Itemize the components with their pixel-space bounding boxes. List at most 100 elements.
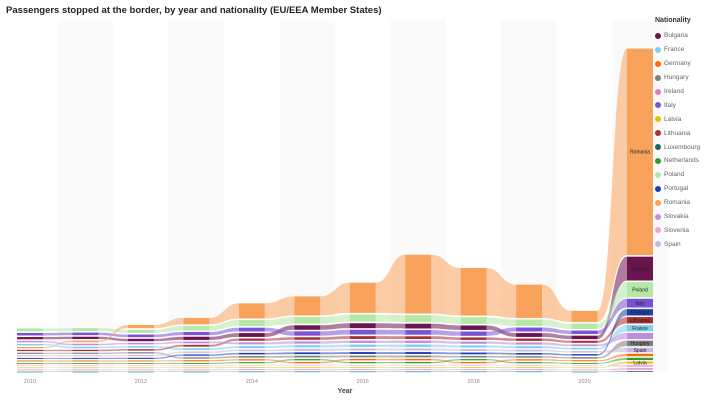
bar-spain-2010[interactable] <box>17 355 43 357</box>
legend-item-poland[interactable]: Poland <box>655 168 719 182</box>
bar-bulgaria-2016[interactable] <box>349 323 376 329</box>
bar-luxembourg-2012[interactable] <box>127 371 154 373</box>
bar-portugal-2015[interactable] <box>294 352 321 355</box>
bar-spain-2020[interactable] <box>571 351 598 353</box>
bar-luxembourg-2016[interactable] <box>349 371 376 373</box>
bar-romania-2014[interactable] <box>238 303 265 319</box>
bar-hungary-2014[interactable] <box>238 356 265 358</box>
bar-romania-2017[interactable] <box>405 254 432 314</box>
bar-bulgaria-2010[interactable] <box>17 337 43 340</box>
bar-germany-2016[interactable] <box>349 358 376 361</box>
bar-romania-2015[interactable] <box>294 296 321 316</box>
bar-italy-2020[interactable] <box>571 330 598 335</box>
bar-portugal-2018[interactable] <box>460 352 487 355</box>
bar-lithuania-2018[interactable] <box>460 337 487 340</box>
bar-spain-2017[interactable] <box>405 348 432 351</box>
bar-romania-2016[interactable] <box>349 282 376 313</box>
bar-germany-2021[interactable] <box>627 353 653 357</box>
bar-bulgaria-2014[interactable] <box>238 333 265 337</box>
bar-luxembourg-2020[interactable] <box>571 371 598 373</box>
bar-latvia-2012[interactable] <box>127 367 154 369</box>
bar-hungary-2013[interactable] <box>183 357 210 359</box>
legend-item-latvia[interactable]: Latvia <box>655 112 719 126</box>
bar-hungary-2021[interactable] <box>627 340 653 347</box>
bar-hungary-2019[interactable] <box>516 356 543 358</box>
bar-ireland-2013[interactable] <box>183 369 210 371</box>
bar-romania-2020[interactable] <box>571 310 598 322</box>
bar-slovenia-2015[interactable] <box>294 364 321 366</box>
bar-latvia-2010[interactable] <box>17 367 43 369</box>
bar-italy-2015[interactable] <box>294 331 321 336</box>
legend-item-slovakia[interactable]: Slovakia <box>655 210 719 224</box>
bar-poland-2019[interactable] <box>516 319 543 326</box>
bar-lithuania-2013[interactable] <box>183 344 210 347</box>
bar-france-2013[interactable] <box>183 348 210 350</box>
bar-france-2021[interactable] <box>627 325 653 332</box>
bar-slovenia-2018[interactable] <box>460 364 487 366</box>
bar-luxembourg-2018[interactable] <box>460 371 487 373</box>
bar-ireland-2017[interactable] <box>405 369 432 370</box>
bar-slovakia-2014[interactable] <box>238 342 265 345</box>
bar-ireland-2018[interactable] <box>460 369 487 370</box>
bar-bulgaria-2020[interactable] <box>571 335 598 340</box>
bar-france-2018[interactable] <box>460 345 487 348</box>
bar-romania-2011[interactable] <box>72 340 99 343</box>
bar-netherlands-2013[interactable] <box>183 362 210 364</box>
bar-portugal-2014[interactable] <box>238 352 265 355</box>
bar-germany-2010[interactable] <box>17 360 43 362</box>
bar-netherlands-2020[interactable] <box>571 362 598 364</box>
bar-italy-2018[interactable] <box>460 331 487 336</box>
legend-item-netherlands[interactable]: Netherlands <box>655 154 719 168</box>
bar-italy-2021[interactable] <box>627 298 653 308</box>
bar-portugal-2010[interactable] <box>17 357 43 359</box>
bar-latvia-2017[interactable] <box>405 367 432 368</box>
bar-italy-2013[interactable] <box>183 331 210 336</box>
bar-france-2016[interactable] <box>349 344 376 347</box>
bar-slovakia-2016[interactable] <box>349 340 376 343</box>
legend-item-slovenia[interactable]: Slovenia <box>655 223 719 237</box>
bar-ireland-2010[interactable] <box>17 369 43 371</box>
bar-slovenia-2019[interactable] <box>516 364 543 366</box>
bar-luxembourg-2015[interactable] <box>294 371 321 373</box>
bar-spain-2016[interactable] <box>349 348 376 351</box>
legend-item-italy[interactable]: Italy <box>655 98 719 112</box>
bar-spain-2019[interactable] <box>516 349 543 352</box>
bar-bulgaria-2015[interactable] <box>294 325 321 330</box>
bar-netherlands-2012[interactable] <box>127 363 154 364</box>
bar-spain-2018[interactable] <box>460 349 487 351</box>
bar-lithuania-2016[interactable] <box>349 336 376 339</box>
bar-luxembourg-2017[interactable] <box>405 371 432 373</box>
bar-spain-2013[interactable] <box>183 351 210 353</box>
bar-spain-2021[interactable] <box>627 347 653 353</box>
bar-latvia-2018[interactable] <box>460 367 487 368</box>
bar-hungary-2017[interactable] <box>405 355 432 358</box>
bar-portugal-2016[interactable] <box>349 352 376 354</box>
bar-bulgaria-2019[interactable] <box>516 333 543 337</box>
bar-hungary-2015[interactable] <box>294 355 321 358</box>
bar-latvia-2014[interactable] <box>238 367 265 368</box>
bar-hungary-2011[interactable] <box>72 352 99 354</box>
legend-item-portugal[interactable]: Portugal <box>655 182 719 196</box>
bar-poland-2011[interactable] <box>72 328 99 332</box>
bar-italy-2014[interactable] <box>238 327 265 332</box>
bar-ireland-2020[interactable] <box>571 369 598 371</box>
bar-slovakia-2012[interactable] <box>127 342 154 345</box>
bar-romania-2019[interactable] <box>516 284 543 318</box>
bar-slovenia-2011[interactable] <box>72 365 99 367</box>
bar-luxembourg-2014[interactable] <box>238 371 265 373</box>
bar-netherlands-2011[interactable] <box>72 363 99 364</box>
legend-item-spain[interactable]: Spain <box>655 237 719 251</box>
bar-spain-2015[interactable] <box>294 349 321 351</box>
bar-germany-2015[interactable] <box>294 361 321 364</box>
legend-item-france[interactable]: France <box>655 43 719 57</box>
bar-bulgaria-2017[interactable] <box>405 323 432 329</box>
bar-slovakia-2017[interactable] <box>405 340 432 343</box>
bar-netherlands-2015[interactable] <box>294 359 321 361</box>
bar-poland-2018[interactable] <box>460 317 487 324</box>
bar-luxembourg-2011[interactable] <box>72 371 99 373</box>
bar-bulgaria-2018[interactable] <box>460 325 487 330</box>
bar-bulgaria-2021[interactable] <box>627 256 653 281</box>
bar-slovakia-2019[interactable] <box>516 342 543 345</box>
legend-item-germany[interactable]: Germany <box>655 57 719 71</box>
bar-italy-2011[interactable] <box>72 332 99 336</box>
